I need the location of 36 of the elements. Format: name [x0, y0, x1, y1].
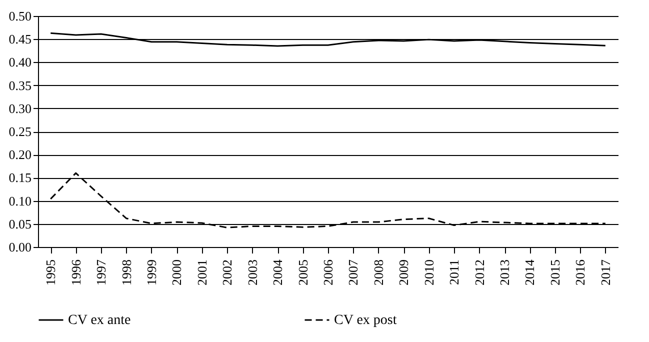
y-tick-label: 0.45 [8, 32, 32, 47]
x-tick-label: 2002 [220, 260, 235, 286]
legend-label: CV ex post [334, 313, 397, 328]
x-tick-label: 1999 [144, 260, 159, 286]
x-tick-label: 2014 [522, 259, 538, 286]
y-tick-label: 0.30 [8, 100, 32, 116]
y-tick-label: 0.35 [8, 78, 32, 93]
x-tick-label: 2004 [270, 259, 286, 286]
x-tick-label: 2001 [194, 260, 210, 286]
y-tick-label: 0.15 [8, 170, 32, 186]
x-tick-label: 2015 [547, 260, 562, 286]
x-tick-label: 2003 [244, 260, 260, 286]
x-tick-label: 2010 [421, 260, 436, 286]
x-tick-label: 1998 [118, 260, 134, 286]
x-tick-label: 2006 [320, 259, 336, 286]
x-tick-label: 2013 [497, 260, 512, 286]
x-tick-label: 2009 [396, 260, 412, 286]
y-tick-label: 0.00 [8, 240, 32, 254]
x-tick-label: 2008 [370, 260, 386, 286]
x-tick-label: 2000 [169, 260, 184, 286]
y-tick-label: 0.25 [8, 124, 32, 139]
x-tick-label: 2007 [346, 259, 361, 286]
y-tick-label: 0.05 [8, 216, 32, 232]
x-tick-label: 1996 [68, 259, 84, 286]
y-tick-label: 0.40 [8, 54, 32, 70]
y-tick-label: 0.10 [8, 193, 32, 208]
x-tick-label: 1995 [43, 260, 58, 286]
x-tick-label: 2012 [472, 260, 487, 286]
legend-label: CV ex ante [68, 313, 131, 328]
x-tick-label: 2011 [446, 260, 462, 286]
x-tick-label: 2005 [295, 260, 310, 286]
x-tick-label: 2017 [598, 259, 613, 286]
y-tick-label: 0.50 [8, 8, 32, 24]
y-tick-label: 0.20 [8, 147, 32, 162]
x-tick-label: 1997 [94, 259, 109, 286]
x-tick-label: 2016 [572, 259, 588, 286]
